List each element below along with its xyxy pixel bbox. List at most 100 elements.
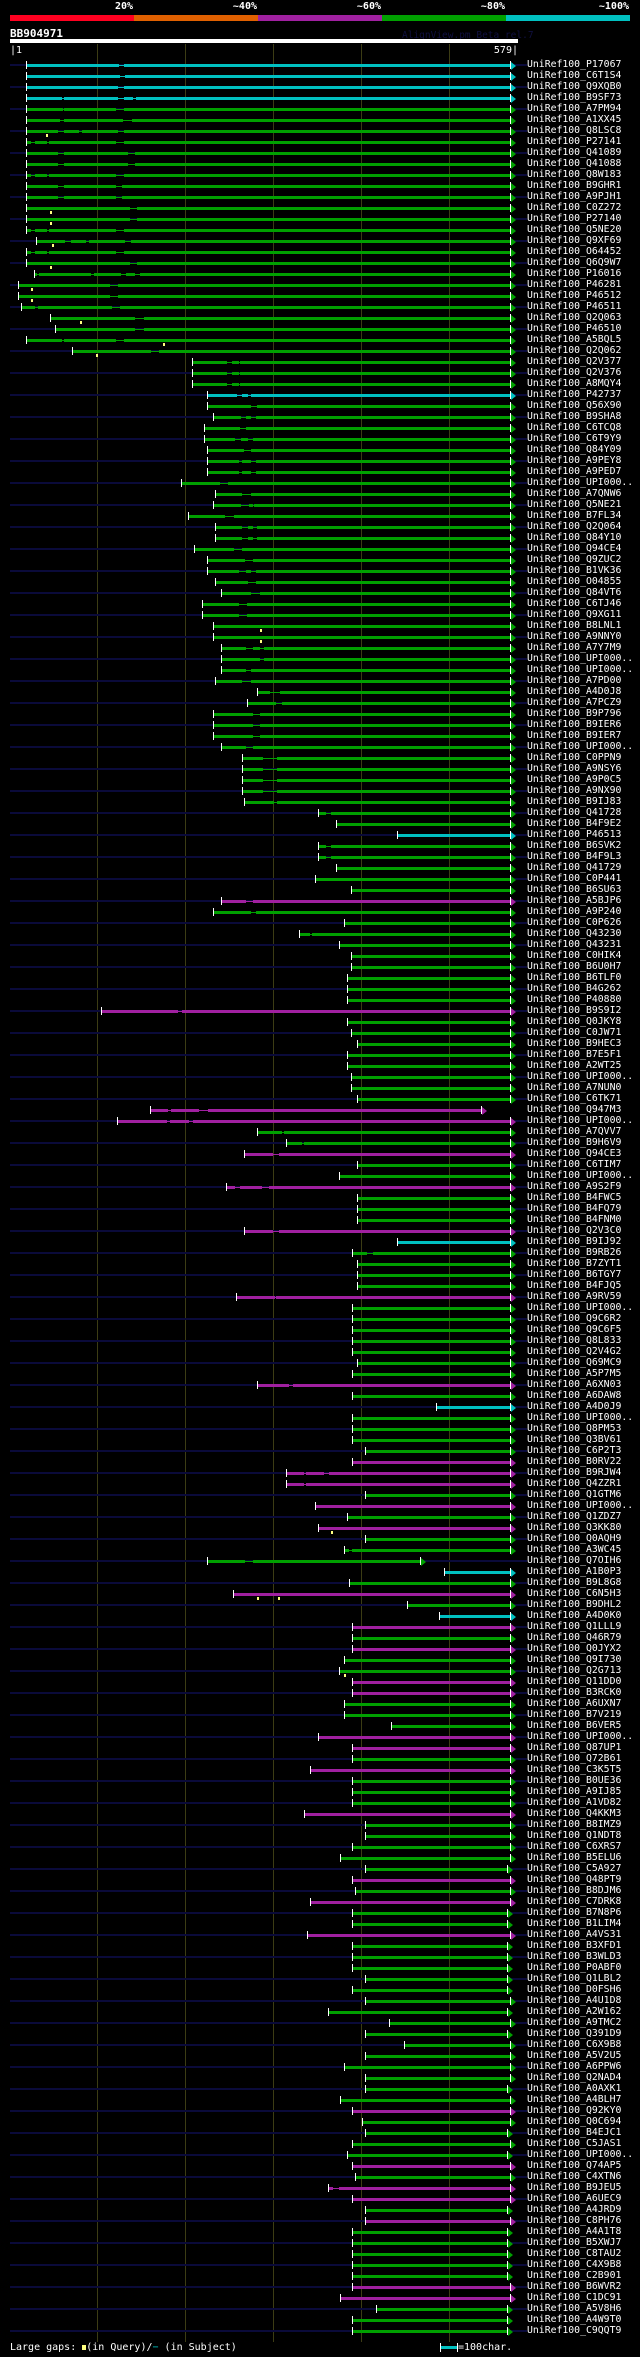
hit-label[interactable]: UniRef100_A4W9T0 [527,2314,622,2325]
hit-label[interactable]: UniRef100_C4X9B8 [527,2259,622,2270]
hit-label[interactable]: UniRef100_A5BQL5 [527,334,622,345]
hit-label[interactable]: UniRef100_Q8W183 [527,169,622,180]
hit-label[interactable]: UniRef100_B9S9I2 [527,1005,622,1016]
hit-label[interactable]: UniRef100_Q8PM53 [527,1423,622,1434]
hit-label[interactable]: UniRef100_P40880 [527,994,622,1005]
hit-label[interactable]: UniRef100_A6UEC9 [527,2193,622,2204]
hit-label[interactable]: UniRef100_B1LIM4 [527,1918,622,1929]
hit-label[interactable]: UniRef100_C6TCQ8 [527,422,622,433]
hit-label[interactable]: UniRef100_Q94CE4 [527,543,622,554]
hit-label[interactable]: UniRef100_Q2Q062 [527,345,622,356]
hit-label[interactable]: UniRef100_Q11DD0 [527,1676,622,1687]
hit-label[interactable]: UniRef100_P46513 [527,829,622,840]
hit-label[interactable]: UniRef100_B6TLF0 [527,972,622,983]
hit-label[interactable]: UniRef100_B8DJM6 [527,1885,622,1896]
hit-label[interactable]: UniRef100_A9NX90 [527,785,622,796]
hit-label[interactable]: UniRef100_Q74AP5 [527,2160,622,2171]
hit-label[interactable]: UniRef100_B9L8G8 [527,1577,622,1588]
hit-label[interactable]: UniRef100_UPI000.. [527,1500,634,1511]
hit-label[interactable]: UniRef100_Q84VT6 [527,587,622,598]
hit-label[interactable]: UniRef100_A7Y7M9 [527,642,622,653]
hit-label[interactable]: UniRef100_C6X9B8 [527,2039,622,2050]
hit-label[interactable]: UniRef100_C6N5H3 [527,1588,622,1599]
hit-label[interactable]: UniRef100_Q0AQH9 [527,1533,622,1544]
hit-label[interactable]: UniRef100_Q0C694 [527,2116,622,2127]
hit-label[interactable]: UniRef100_A3WC45 [527,1544,622,1555]
hit-label[interactable]: UniRef100_C4XTN6 [527,2171,622,2182]
hit-label[interactable]: UniRef100_B8LNL1 [527,620,622,631]
hit-label[interactable]: UniRef100_A9PED7 [527,466,622,477]
hit-label[interactable]: UniRef100_B7V219 [527,1709,622,1720]
hit-label[interactable]: UniRef100_Q2V376 [527,367,622,378]
hit-label[interactable]: UniRef100_C5A927 [527,1863,622,1874]
hit-label[interactable]: UniRef100_A7PCZ9 [527,697,622,708]
hit-label[interactable]: UniRef100_A9RV59 [527,1291,622,1302]
hit-label[interactable]: UniRef100_B9RJW4 [527,1467,622,1478]
hit-label[interactable]: UniRef100_B9IER7 [527,730,622,741]
hit-label[interactable]: UniRef100_B4F9E2 [527,818,622,829]
hit-label[interactable]: UniRef100_B8IMZ9 [527,1819,622,1830]
hit-label[interactable]: UniRef100_Q1GTM6 [527,1489,622,1500]
hit-label[interactable]: UniRef100_UPI000.. [527,1412,634,1423]
hit-label[interactable]: UniRef100_A6PPW6 [527,2061,622,2072]
hit-label[interactable]: UniRef100_C0P626 [527,917,622,928]
hit-label[interactable]: UniRef100_A9PJH1 [527,191,622,202]
hit-label[interactable]: UniRef100_A2W162 [527,2006,622,2017]
hit-label[interactable]: UniRef100_A2WT25 [527,1060,622,1071]
hit-label[interactable]: UniRef100_Q41728 [527,807,622,818]
hit-label[interactable]: UniRef100_P46511 [527,301,622,312]
hit-label[interactable]: UniRef100_Q3KK80 [527,1522,622,1533]
hit-label[interactable]: UniRef100_Q41088 [527,158,622,169]
hit-label[interactable]: UniRef100_UPI000.. [527,1302,634,1313]
hit-label[interactable]: UniRef100_Q69MC9 [527,1357,622,1368]
hit-label[interactable]: UniRef100_Q0JYX2 [527,1643,622,1654]
hit-label[interactable]: UniRef100_B9HEC3 [527,1038,622,1049]
hit-label[interactable]: UniRef100_UPI000.. [527,653,634,664]
hit-label[interactable]: UniRef100_C2B901 [527,2270,622,2281]
hit-label[interactable]: UniRef100_Q9C6R2 [527,1313,622,1324]
hit-label[interactable]: UniRef100_A5V8H6 [527,2303,622,2314]
hit-label[interactable]: UniRef100_A7QVV7 [527,1126,622,1137]
hit-label[interactable]: UniRef100_A4VS31 [527,1929,622,1940]
hit-label[interactable]: UniRef100_C0JW71 [527,1027,622,1038]
hit-label[interactable]: UniRef100_B9P796 [527,708,622,719]
hit-label[interactable]: UniRef100_Q2Q064 [527,521,622,532]
hit-label[interactable]: UniRef100_C6XRS7 [527,1841,622,1852]
hit-label[interactable]: UniRef100_Q2V377 [527,356,622,367]
hit-label[interactable]: UniRef100_Q56X90 [527,400,622,411]
hit-label[interactable]: UniRef100_A4BLH7 [527,2094,622,2105]
hit-label[interactable]: UniRef100_A1XX45 [527,114,622,125]
hit-label[interactable]: UniRef100_C8TAU2 [527,2248,622,2259]
hit-label[interactable]: UniRef100_B9GHR1 [527,180,622,191]
hit-label[interactable]: UniRef100_B9IER6 [527,719,622,730]
hit-label[interactable]: UniRef100_B1VK36 [527,565,622,576]
hit-label[interactable]: UniRef100_B9DHL2 [527,1599,622,1610]
hit-label[interactable]: UniRef100_B0RV22 [527,1456,622,1467]
hit-label[interactable]: UniRef100_O64452 [527,246,622,257]
hit-label[interactable]: UniRef100_Q9ZUC2 [527,554,622,565]
hit-label[interactable]: UniRef100_B4FJQ5 [527,1280,622,1291]
hit-label[interactable]: UniRef100_Q0JKY8 [527,1016,622,1027]
hit-label[interactable]: UniRef100_Q4KKM3 [527,1808,622,1819]
hit-label[interactable]: UniRef100_UPI000.. [527,477,634,488]
hit-label[interactable]: UniRef100_C1DC91 [527,2292,622,2303]
hit-label[interactable]: UniRef100_Q947M3 [527,1104,622,1115]
hit-label[interactable]: UniRef100_C7DRK8 [527,1896,622,1907]
hit-label[interactable]: UniRef100_Q48PT9 [527,1874,622,1885]
hit-label[interactable]: UniRef100_Q9XQB0 [527,81,622,92]
hit-label[interactable]: UniRef100_A4D0J9 [527,1401,622,1412]
hit-label[interactable]: UniRef100_UPI000.. [527,2149,634,2160]
hit-label[interactable]: UniRef100_C9QQT9 [527,2325,622,2336]
hit-label[interactable]: UniRef100_Q84Y09 [527,444,622,455]
hit-label[interactable]: UniRef100_P27141 [527,136,622,147]
hit-label[interactable]: UniRef100_Q87UP1 [527,1742,622,1753]
hit-label[interactable]: UniRef100_B4F9L3 [527,851,622,862]
hit-label[interactable]: UniRef100_UPI000.. [527,664,634,675]
hit-label[interactable]: UniRef100_B9SF73 [527,92,622,103]
hit-label[interactable]: UniRef100_P27140 [527,213,622,224]
hit-label[interactable]: UniRef100_Q2V4G2 [527,1346,622,1357]
hit-label[interactable]: UniRef100_A1VD82 [527,1797,622,1808]
hit-label[interactable]: UniRef100_Q7OIH6 [527,1555,622,1566]
hit-label[interactable]: UniRef100_B7FL34 [527,510,622,521]
hit-label[interactable]: UniRef100_B4FNM0 [527,1214,622,1225]
